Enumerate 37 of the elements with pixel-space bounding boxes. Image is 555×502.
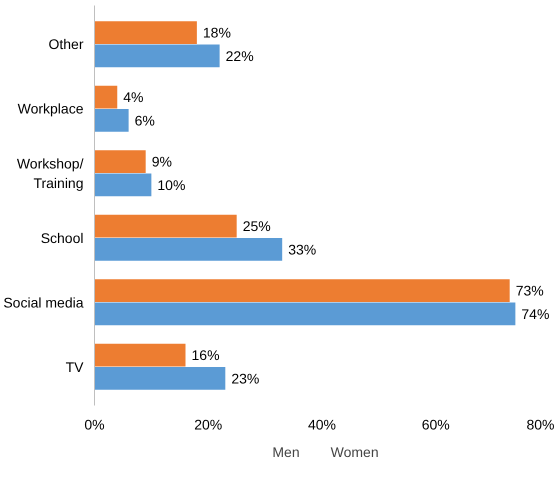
bar xyxy=(94,279,510,302)
data-label: 73% xyxy=(516,282,544,299)
bar xyxy=(94,21,197,44)
y-tick-label: Workplace xyxy=(18,100,84,117)
data-label: 6% xyxy=(134,112,155,128)
data-label: 18% xyxy=(202,24,231,41)
bar xyxy=(94,238,282,261)
x-tick-label: 40% xyxy=(308,416,336,432)
y-tick-label: TV xyxy=(66,358,84,375)
bar xyxy=(94,302,516,326)
data-label: 10% xyxy=(157,176,186,193)
bar xyxy=(94,108,129,132)
bar xyxy=(94,344,186,367)
data-label: 33% xyxy=(288,241,316,258)
data-label: 23% xyxy=(231,370,260,386)
y-tick-label: Workshop/ Training xyxy=(16,156,84,191)
data-label: 4% xyxy=(123,89,144,106)
bar xyxy=(94,86,118,108)
x-tick-label: 0% xyxy=(84,416,105,432)
bar xyxy=(94,150,146,174)
bar xyxy=(94,214,237,238)
bar xyxy=(94,173,152,196)
y-tick-label: School xyxy=(40,230,84,246)
y-tick-label: Social media xyxy=(3,294,84,310)
x-tick-label: 80% xyxy=(526,416,555,432)
data-label: 25% xyxy=(242,218,271,234)
bar xyxy=(94,44,220,68)
text: Men xyxy=(272,444,300,460)
text: Women xyxy=(330,444,379,460)
data-label: 22% xyxy=(226,48,254,64)
data-label: 74% xyxy=(521,306,550,322)
data-label: 16% xyxy=(192,347,220,364)
x-tick-label: 60% xyxy=(422,416,450,432)
data-label: 9% xyxy=(152,154,172,170)
bar xyxy=(94,367,226,390)
x-tick-label: 20% xyxy=(194,416,222,432)
y-tick-label: Other xyxy=(48,36,84,52)
